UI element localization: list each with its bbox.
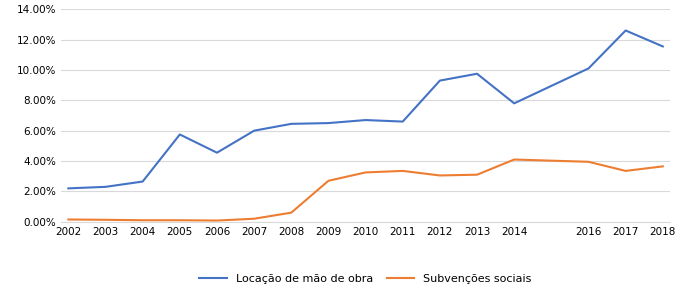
Locação de mão de obra [659, 45, 667, 48]
Locação de mão de obra [621, 29, 630, 32]
Subvenções sociais [64, 218, 72, 221]
Locação de mão de obra [584, 67, 592, 70]
Locação de mão de obra [250, 129, 258, 132]
Locação de mão de obra [362, 118, 370, 122]
Subvenções sociais [213, 219, 221, 222]
Subvenções sociais [287, 211, 295, 214]
Subvenções sociais [659, 164, 667, 168]
Locação de mão de obra [102, 185, 110, 189]
Line: Subvenções sociais: Subvenções sociais [68, 160, 663, 221]
Line: Locação de mão de obra: Locação de mão de obra [68, 30, 663, 188]
Subvenções sociais [176, 218, 184, 222]
Subvenções sociais [510, 158, 519, 161]
Locação de mão de obra [324, 121, 332, 125]
Locação de mão de obra [287, 122, 295, 126]
Subvenções sociais [324, 179, 332, 183]
Legend: Locação de mão de obra, Subvenções sociais: Locação de mão de obra, Subvenções socia… [200, 274, 531, 284]
Locação de mão de obra [176, 133, 184, 136]
Subvenções sociais [362, 171, 370, 174]
Locação de mão de obra [64, 187, 72, 190]
Subvenções sociais [250, 217, 258, 221]
Locação de mão de obra [399, 120, 407, 124]
Subvenções sociais [473, 173, 481, 176]
Locação de mão de obra [213, 151, 221, 155]
Subvenções sociais [584, 160, 592, 164]
Subvenções sociais [102, 218, 110, 222]
Subvenções sociais [436, 174, 444, 177]
Locação de mão de obra [473, 72, 481, 75]
Locação de mão de obra [510, 102, 519, 105]
Subvenções sociais [139, 218, 147, 222]
Subvenções sociais [621, 169, 630, 173]
Subvenções sociais [399, 169, 407, 173]
Locação de mão de obra [139, 180, 147, 183]
Locação de mão de obra [436, 79, 444, 83]
